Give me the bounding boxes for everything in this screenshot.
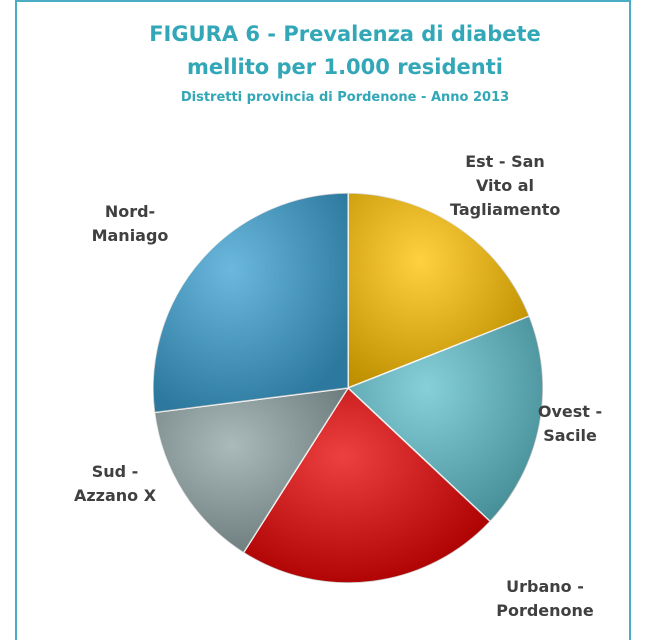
slice-shade [348, 316, 543, 522]
slice-label: Sud - Azzano X [73, 462, 157, 505]
slice-shade [154, 388, 348, 553]
slice-label: Urbano - Pordenone [496, 577, 594, 620]
chart-subtitle: Distretti provincia di Pordenone - Anno … [180, 90, 510, 105]
slice-label: Nord-Maniago [91, 202, 169, 245]
slice-shade [348, 193, 530, 388]
frame [15, 0, 631, 640]
slice-label: Ovest - Sacile [537, 402, 603, 445]
chart-title: FIGURA 6 - Prevalenza di diabete mellito… [149, 22, 541, 79]
slice-shade [243, 388, 491, 583]
slice-label: Est - San Vito al Tagliamento [450, 152, 561, 219]
slice-shade [153, 193, 348, 413]
